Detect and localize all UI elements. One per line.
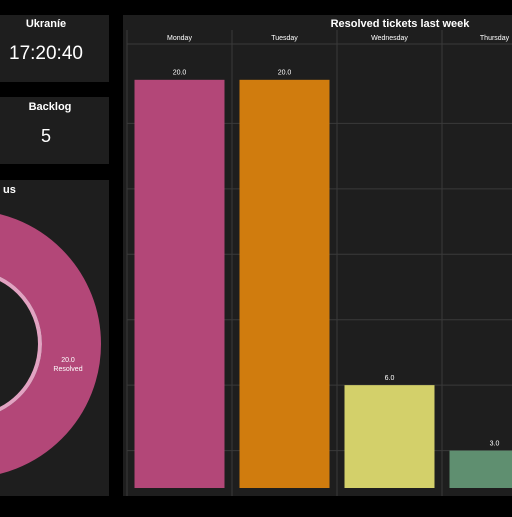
bar [135, 80, 225, 512]
bar [240, 80, 330, 512]
clock-time: 17:20:40 [9, 43, 83, 64]
x-tick-label: Thursday [480, 35, 510, 42]
slice-label: Resolved [53, 366, 82, 373]
pie-title: us [3, 184, 16, 196]
clock-title: Ukraníe [26, 18, 66, 30]
value-label: 20.0 [278, 70, 292, 77]
value-label: 6.0 [385, 375, 395, 382]
slice-value: 20.0 [61, 357, 75, 364]
bar [450, 451, 512, 512]
value-label: 20.0 [173, 70, 187, 77]
x-tick-label: Tuesday [271, 35, 298, 42]
x-tick-label: Monday [167, 35, 192, 42]
backlog-value: 5 [41, 126, 51, 146]
backlog-title: Backlog [29, 101, 72, 113]
value-label: 3.0 [490, 440, 500, 447]
x-tick-label: Wednesday [371, 35, 408, 42]
bar-title: Resolved tickets last week [331, 18, 471, 30]
